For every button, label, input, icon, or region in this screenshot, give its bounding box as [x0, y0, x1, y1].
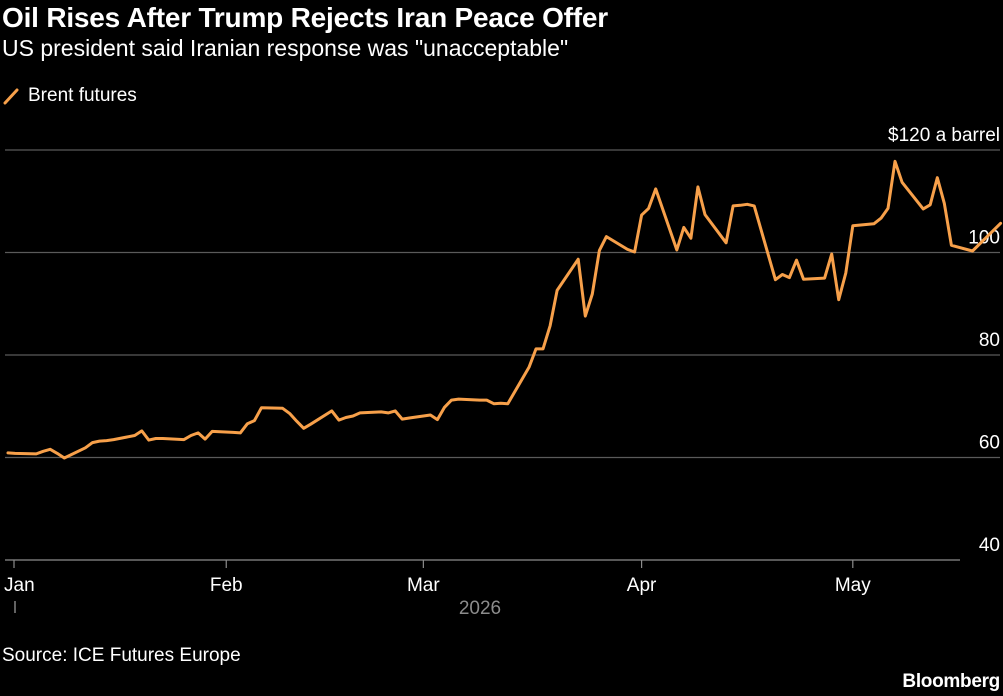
x-tick-label-apr: Apr	[627, 575, 657, 596]
x-tick-label-feb: Feb	[210, 575, 243, 596]
bloomberg-logo: Bloomberg	[902, 671, 1000, 692]
chart-subtitle: US president said Iranian response was "…	[2, 35, 569, 61]
legend-label-brent: Brent futures	[28, 85, 137, 106]
y-tick-label-80: 80	[979, 330, 1000, 351]
series-line-brent-futures	[6, 159, 1003, 460]
legend: Brent futures	[2, 84, 137, 108]
y-tick-label-60: 60	[979, 433, 1000, 454]
y-tick-label-40: 40	[979, 535, 1000, 556]
y-tick-label-120: $120 a barrel	[888, 125, 1000, 146]
x-tick-label-may: May	[835, 575, 871, 596]
legend-swatch-brent	[2, 87, 20, 105]
source-note: Source: ICE Futures Europe	[2, 645, 241, 666]
x-tick-label-jan: Jan	[4, 575, 35, 596]
x-axis: Jan Feb Mar Apr May 2026	[4, 559, 960, 619]
series-brent-futures	[6, 159, 1003, 460]
x-tick-label-mar: Mar	[407, 575, 440, 596]
x-year-label: 2026	[459, 598, 501, 619]
chart-title: Oil Rises After Trump Rejects Iran Peace…	[2, 2, 608, 33]
